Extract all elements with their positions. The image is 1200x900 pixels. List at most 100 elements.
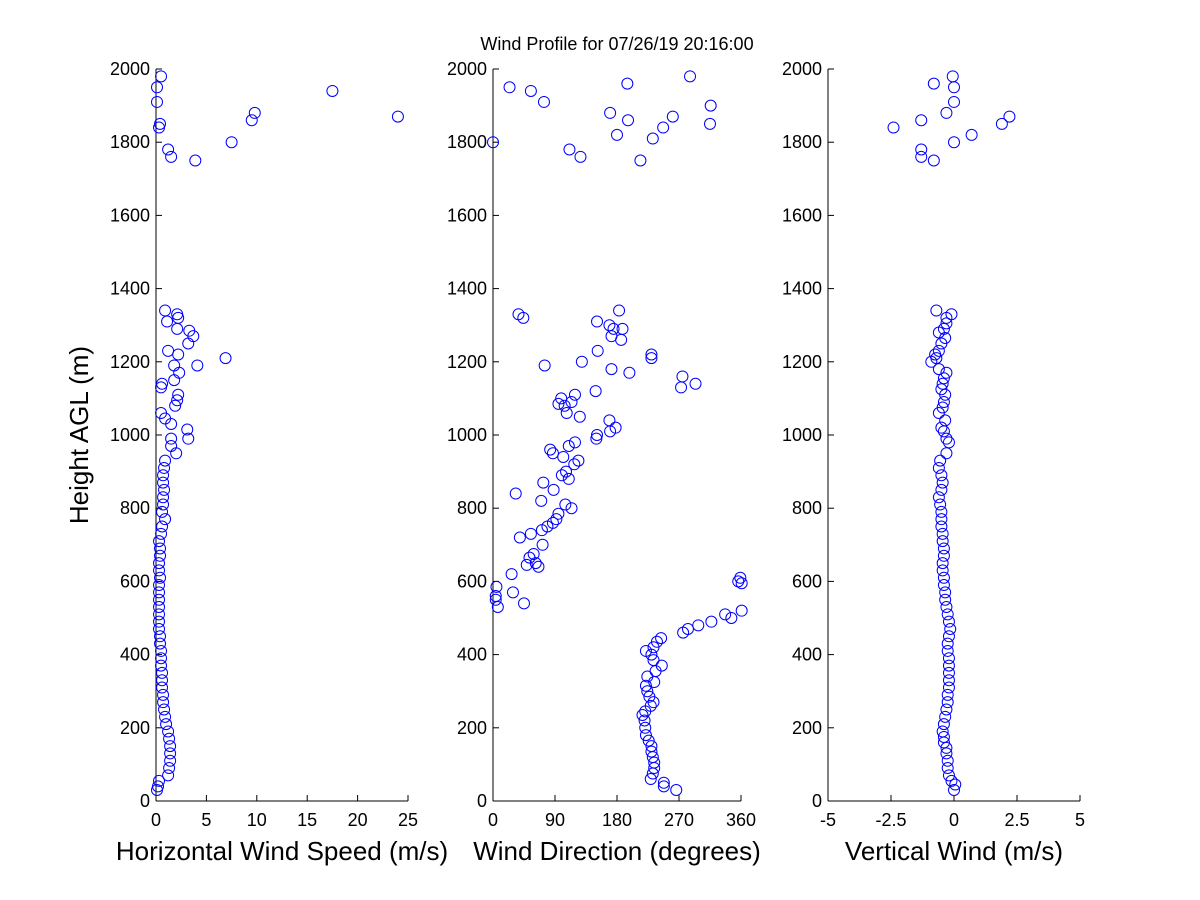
data-point bbox=[560, 465, 573, 478]
data-point bbox=[574, 150, 587, 163]
data-point bbox=[168, 359, 181, 372]
data-point bbox=[547, 483, 560, 496]
x-tick-label: 5 bbox=[201, 810, 211, 830]
data-point bbox=[940, 106, 953, 119]
data-point bbox=[927, 154, 940, 167]
data-point bbox=[503, 81, 516, 94]
data-point bbox=[887, 121, 900, 134]
data-point bbox=[995, 117, 1008, 130]
data-point bbox=[948, 784, 960, 797]
data-point bbox=[506, 586, 519, 599]
data-point bbox=[163, 732, 176, 745]
data-point bbox=[555, 469, 568, 482]
y-tick-label: 0 bbox=[140, 791, 150, 811]
data-point bbox=[156, 674, 169, 687]
data-point bbox=[604, 106, 617, 119]
data-point bbox=[944, 622, 957, 635]
data-point bbox=[158, 483, 171, 496]
data-point bbox=[573, 410, 586, 423]
data-point bbox=[491, 601, 504, 614]
data-point bbox=[948, 95, 960, 108]
x-tick-label: 270 bbox=[664, 810, 694, 830]
data-point bbox=[605, 330, 618, 343]
data-point bbox=[616, 322, 629, 335]
data-point bbox=[509, 487, 522, 500]
data-point bbox=[942, 769, 955, 782]
data-point bbox=[704, 117, 716, 130]
data-point bbox=[527, 547, 540, 560]
data-point bbox=[524, 527, 537, 540]
data-point bbox=[537, 476, 550, 489]
panel-1: 0 200 400 600 800 1000 1200 1400 1600 1800 2000 0 5 1… bbox=[64, 59, 448, 866]
data-point bbox=[162, 769, 175, 782]
data-point bbox=[555, 392, 568, 405]
y-tick-label: 400 bbox=[457, 645, 487, 665]
data-point bbox=[934, 454, 947, 467]
data-point bbox=[157, 491, 170, 504]
data-point bbox=[537, 95, 550, 108]
data-point bbox=[734, 571, 747, 584]
data-point bbox=[155, 381, 168, 394]
data-point bbox=[155, 652, 168, 665]
data-point bbox=[932, 363, 945, 376]
y-tick-label: 1600 bbox=[782, 205, 822, 225]
data-point bbox=[965, 128, 978, 141]
data-point bbox=[225, 136, 238, 149]
y-tick-label: 800 bbox=[457, 498, 487, 518]
data-point bbox=[165, 432, 178, 445]
data-point bbox=[245, 114, 258, 127]
data-point bbox=[932, 344, 945, 357]
y-tick-label: 0 bbox=[477, 791, 487, 811]
y-tick-label: 1000 bbox=[447, 425, 487, 445]
data-point bbox=[941, 754, 954, 767]
data-point bbox=[151, 95, 164, 108]
data-point bbox=[157, 476, 170, 489]
data-point bbox=[153, 615, 166, 628]
x-tick-label: 2.5 bbox=[1004, 810, 1029, 830]
data-point bbox=[172, 348, 185, 361]
y-tick-label: 200 bbox=[457, 718, 487, 738]
x-tick-label: 25 bbox=[398, 810, 418, 830]
data-point bbox=[156, 377, 169, 390]
data-point bbox=[562, 439, 575, 452]
x-tick-label: 360 bbox=[726, 810, 756, 830]
y-tick-label: 1600 bbox=[110, 205, 150, 225]
data-point bbox=[170, 447, 183, 460]
x-tick-label: 5 bbox=[1075, 810, 1085, 830]
data-point bbox=[558, 399, 571, 412]
data-point bbox=[643, 690, 656, 703]
data-point bbox=[163, 762, 176, 775]
data-point bbox=[165, 439, 178, 452]
data-point bbox=[937, 372, 950, 385]
data-point bbox=[936, 535, 949, 548]
figure-title: Wind Profile for 07/26/19 20:16:00 bbox=[480, 34, 753, 54]
x-tick-label: 20 bbox=[348, 810, 368, 830]
data-point bbox=[603, 414, 616, 427]
data-point bbox=[535, 494, 548, 507]
panel-3: 0 200 400 600 800 1000 1200 1400 1600 1800 2000 -5 -… bbox=[782, 59, 1085, 866]
data-point bbox=[153, 601, 166, 614]
data-point bbox=[929, 348, 942, 361]
y-tick-label: 2000 bbox=[447, 59, 487, 79]
data-point bbox=[932, 461, 945, 474]
data-point bbox=[607, 322, 620, 335]
data-point bbox=[171, 394, 184, 407]
data-point bbox=[155, 659, 168, 672]
data-point bbox=[182, 337, 195, 350]
data-point bbox=[645, 348, 658, 361]
x-tick-label: 10 bbox=[247, 810, 267, 830]
data-point bbox=[153, 608, 166, 621]
data-point bbox=[611, 128, 623, 141]
data-point bbox=[915, 143, 928, 156]
data-point bbox=[641, 670, 654, 683]
data-point bbox=[171, 308, 184, 321]
data-point bbox=[191, 359, 204, 372]
data-point bbox=[932, 491, 945, 504]
data-point bbox=[684, 70, 697, 83]
data-points bbox=[487, 70, 748, 797]
data-point bbox=[937, 571, 950, 584]
data-point bbox=[725, 612, 738, 624]
data-point bbox=[590, 432, 603, 445]
data-point bbox=[937, 322, 950, 335]
